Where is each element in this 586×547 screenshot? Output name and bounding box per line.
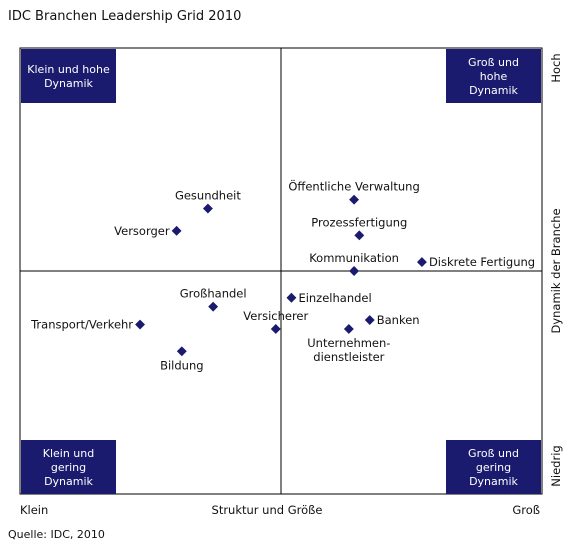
data-point: Prozessfertigung — [311, 215, 407, 241]
diamond-marker — [135, 319, 146, 330]
data-label: Unternehmen-dienstleister — [307, 336, 390, 364]
data-point: Unternehmen-dienstleister — [307, 324, 390, 364]
data-point: Großhandel — [180, 287, 247, 312]
data-label: Versicherer — [243, 309, 308, 323]
source-note: Quelle: IDC, 2010 — [8, 528, 105, 541]
quadrant-label-top-left: Klein und hohe Dynamik — [21, 49, 116, 103]
diamond-marker — [354, 230, 365, 241]
data-point: Einzelhandel — [286, 291, 372, 305]
data-label: Transport/Verkehr — [30, 318, 133, 332]
quadrant-label-text: Groß und gering Dynamik — [468, 447, 519, 488]
data-label: Kommunikation — [309, 251, 399, 265]
y-axis-title: Dynamik der Branche — [549, 208, 563, 333]
x-axis-max-label: Groß — [512, 503, 540, 517]
y-axis-min-label: Niedrig — [549, 445, 563, 486]
quadrant-label-box — [446, 49, 541, 103]
diamond-marker — [270, 324, 281, 334]
data-points: Gesundheit Versorger Öffentliche Verwaltun… — [30, 178, 535, 373]
diamond-marker — [176, 346, 187, 357]
data-label: Großhandel — [180, 287, 247, 301]
diamond-marker — [208, 301, 219, 312]
quadrant-label-text: Klein und hohe Dynamik — [27, 63, 110, 90]
data-point: Banken — [364, 313, 420, 327]
x-axis-title: Struktur und Größe — [212, 503, 323, 517]
chart-frame — [19, 47, 543, 495]
x-axis-min-label: Klein — [20, 503, 48, 517]
data-label: Banken — [377, 313, 420, 327]
data-point: Transport/Verkehr — [30, 318, 146, 332]
quadrant-label-box — [21, 440, 116, 494]
quadrant-label-box — [446, 440, 541, 494]
data-label: Diskrete Fertigung — [429, 255, 535, 269]
data-label: Öffentliche Verwaltung — [288, 178, 419, 194]
quadrant-label-bottom-left: Klein und gering Dynamik — [21, 440, 116, 494]
chart-title: IDC Branchen Leadership Grid 2010 — [8, 9, 242, 24]
quadrant-labels: Klein und hohe Dynamik Groß und hohe Dynamik… — [21, 49, 541, 494]
quadrant-label-bottom-right: Groß und gering Dynamik — [446, 440, 541, 494]
data-point: Kommunikation — [309, 251, 399, 276]
data-label: Versorger — [114, 224, 170, 238]
data-label: Einzelhandel — [298, 291, 371, 305]
diamond-marker — [349, 194, 360, 205]
y-axis-max-label: Hoch — [549, 53, 563, 82]
data-point: Gesundheit — [175, 189, 241, 214]
quadrant-label-text: Klein und gering Dynamik — [43, 447, 95, 488]
quadrant-label-text: Groß und hohe Dynamik — [468, 56, 519, 97]
diamond-marker — [343, 324, 354, 334]
data-point: Versicherer — [243, 309, 309, 334]
data-point: Bildung — [160, 346, 204, 372]
diamond-marker — [171, 225, 182, 236]
diamond-marker — [364, 315, 375, 326]
quadrant-label-top-right: Groß und hohe Dynamik — [446, 49, 541, 103]
diamond-marker — [286, 292, 297, 303]
data-label: Prozessfertigung — [311, 215, 407, 229]
data-point: Öffentliche Verwaltung — [288, 178, 420, 205]
data-point: Diskrete Fertigung — [416, 255, 535, 269]
data-label: Gesundheit — [175, 189, 241, 203]
quadrant-label-box — [21, 49, 116, 103]
data-label: Bildung — [160, 358, 203, 372]
axis-labels: Klein Struktur und Größe Groß Hoch Dynamik d… — [20, 53, 563, 517]
diamond-marker — [349, 266, 360, 276]
data-point: Versorger — [114, 224, 182, 238]
diamond-marker — [202, 203, 213, 214]
diamond-marker — [416, 257, 427, 268]
